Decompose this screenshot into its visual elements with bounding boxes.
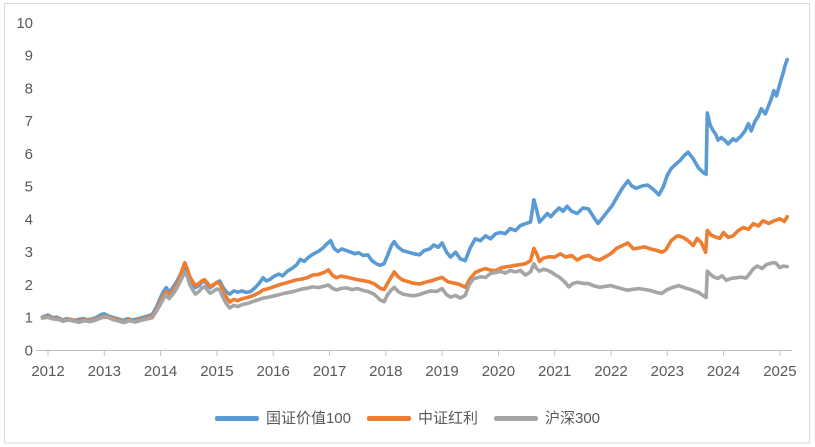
legend-swatch-gray-icon bbox=[494, 415, 538, 421]
series-line-0 bbox=[40, 57, 790, 323]
legend-item-zhongzheng-dividend: 中证红利 bbox=[366, 409, 478, 427]
legend-item-guozheng-value-100: 国证价值100 bbox=[214, 409, 351, 427]
y-axis-label: 6 bbox=[25, 146, 33, 163]
x-axis-label: 2018 bbox=[369, 363, 402, 380]
legend-swatch-orange-icon bbox=[366, 415, 411, 421]
legend-item-hushen-300: 沪深300 bbox=[494, 411, 600, 426]
x-axis-label: 2020 bbox=[482, 363, 515, 380]
x-axis-label: 2016 bbox=[257, 363, 290, 380]
x-axis-label: 2015 bbox=[200, 363, 233, 380]
series-line-2 bbox=[40, 260, 790, 325]
y-axis-label: 2 bbox=[25, 277, 33, 294]
x-axis-label: 2017 bbox=[313, 363, 346, 380]
x-axis-label: 2019 bbox=[425, 363, 458, 380]
y-axis-label: 10 bbox=[16, 15, 33, 32]
legend-swatch-blue-icon bbox=[214, 415, 259, 421]
y-axis-label: 7 bbox=[25, 113, 33, 130]
legend-label: 沪深300 bbox=[545, 409, 601, 427]
series-line-1 bbox=[40, 215, 790, 324]
y-axis-label: 3 bbox=[25, 244, 33, 261]
x-axis-label: 2012 bbox=[31, 363, 64, 380]
y-axis-label: 8 bbox=[25, 80, 33, 97]
x-axis-label: 2025 bbox=[763, 363, 796, 380]
x-axis-label: 2022 bbox=[594, 363, 627, 380]
y-axis-label: 5 bbox=[25, 179, 33, 196]
y-axis-label: 9 bbox=[25, 48, 33, 65]
y-axis-label: 0 bbox=[25, 343, 33, 360]
x-axis-label: 2013 bbox=[88, 363, 121, 380]
chart-border bbox=[4, 3, 810, 444]
legend: 国证价值100 中证红利 沪深300 bbox=[0, 406, 815, 430]
legend-label: 国证价值100 bbox=[265, 409, 351, 427]
x-axis-label: 2021 bbox=[538, 363, 571, 380]
x-axis-label: 2024 bbox=[707, 363, 740, 380]
x-axis-label: 2014 bbox=[144, 363, 177, 380]
y-axis-label: 4 bbox=[25, 211, 33, 228]
x-axis-label: 2023 bbox=[651, 363, 684, 380]
legend-label: 中证红利 bbox=[417, 409, 478, 427]
y-axis-label: 1 bbox=[25, 310, 33, 327]
